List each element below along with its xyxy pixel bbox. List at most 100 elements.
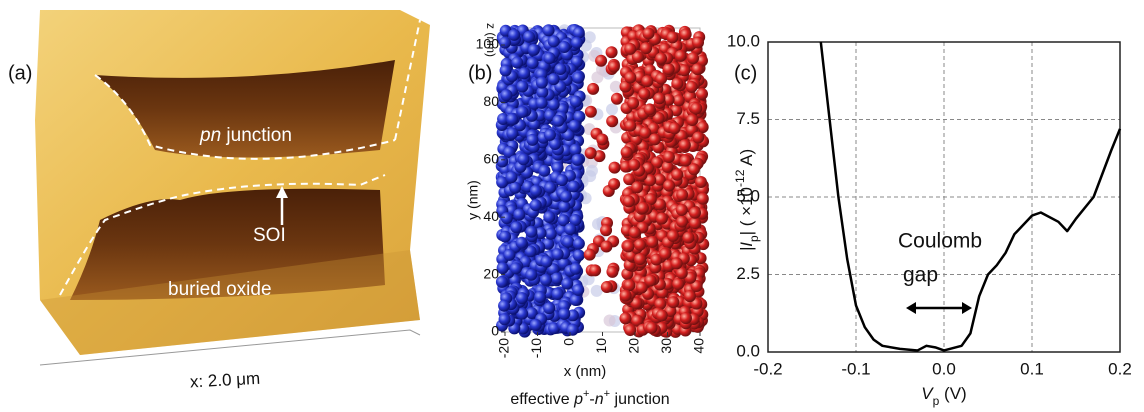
- caption-part: junction: [610, 391, 670, 408]
- atom: [595, 55, 607, 67]
- atom: [695, 176, 707, 188]
- atom: [523, 31, 535, 43]
- atom: [671, 257, 683, 269]
- atom: [680, 28, 692, 40]
- annotation: junction: [225, 125, 292, 146]
- y-tick-label: 20: [483, 265, 499, 281]
- atom: [624, 324, 636, 336]
- atom: [500, 89, 512, 101]
- atom: [545, 228, 557, 240]
- atom: [569, 120, 581, 132]
- atom: [671, 78, 683, 90]
- atom: [600, 240, 612, 252]
- atom: [669, 122, 681, 134]
- atom: [585, 147, 597, 159]
- atom: [663, 180, 675, 192]
- annotation: pn: [199, 125, 221, 146]
- atom: [510, 262, 522, 274]
- x-tick-label: 20: [626, 338, 642, 354]
- arrow-head: [962, 302, 972, 314]
- atom: [573, 27, 585, 39]
- atom: [530, 199, 542, 211]
- y-tick-label: 60: [483, 151, 499, 167]
- atom: [675, 50, 687, 62]
- atom: [508, 29, 520, 41]
- atom: [569, 144, 581, 156]
- x-axis-title: x (nm): [564, 363, 607, 380]
- atom: [548, 73, 560, 85]
- atom: [543, 52, 555, 64]
- atom: [505, 171, 517, 183]
- panel-c: 0.02.55.07.510.0-0.2-0.10.00.10.2(c)|Ip|…: [727, 31, 1132, 408]
- atom: [692, 131, 704, 143]
- atom: [509, 182, 521, 194]
- atom: [540, 274, 552, 286]
- atom: [503, 249, 515, 261]
- atom: [606, 46, 618, 58]
- atom: [525, 226, 537, 238]
- atom: [570, 294, 582, 306]
- atom: [499, 231, 511, 243]
- atom: [601, 281, 613, 293]
- caption: effective p+-n+ junction: [510, 388, 669, 408]
- x-tick-label: 0.2: [1108, 359, 1132, 378]
- atom: [684, 290, 696, 302]
- y-axis-title: y (nm): [465, 180, 481, 220]
- atom: [516, 81, 528, 93]
- y-tick-label: 2.5: [736, 264, 760, 283]
- atom: [611, 93, 623, 105]
- atom: [655, 73, 667, 85]
- atom: [606, 266, 618, 278]
- x-tick-label: 0: [561, 338, 577, 346]
- atom: [696, 88, 708, 100]
- atom: [585, 106, 597, 118]
- atom: [631, 181, 643, 193]
- atom: [536, 97, 548, 109]
- atom: [596, 134, 608, 146]
- y-tick-label: 40: [483, 208, 499, 224]
- atom: [572, 284, 584, 296]
- atom: [663, 63, 675, 75]
- atom: [538, 165, 550, 177]
- atom: [692, 63, 704, 75]
- y-axis-title-part: |I: [737, 242, 756, 251]
- atom: [560, 191, 572, 203]
- caption-part: effective: [510, 391, 574, 408]
- atom: [641, 75, 653, 87]
- y-axis-title-part: -12: [733, 169, 747, 187]
- atom: [663, 151, 675, 163]
- atom: [646, 322, 658, 334]
- atom: [552, 115, 564, 127]
- atom: [690, 102, 702, 114]
- atom: [653, 92, 665, 104]
- atom: [649, 133, 661, 145]
- atom: [667, 296, 679, 308]
- atom: [558, 201, 570, 213]
- atom: [530, 185, 542, 197]
- atom: [676, 189, 688, 201]
- atom: [692, 36, 704, 48]
- atom: [671, 169, 683, 181]
- atom: [634, 253, 646, 265]
- page: {"panel_a": {"label": "(a)", "junction_i…: [0, 0, 1144, 412]
- atom: [666, 31, 678, 43]
- atom: [686, 81, 698, 93]
- atom: [558, 308, 570, 320]
- y-tick-label: 10.0: [727, 31, 760, 50]
- x-tick-label: -10: [528, 338, 544, 358]
- atom: [530, 319, 542, 331]
- atom: [646, 236, 658, 248]
- caption-part: p: [573, 391, 583, 408]
- atom: [676, 204, 688, 216]
- atom: [638, 88, 650, 100]
- atom: [619, 312, 631, 324]
- atom: [667, 230, 679, 242]
- atom: [676, 216, 688, 228]
- atom: [556, 174, 568, 186]
- x-tick-label: 0.0: [932, 359, 956, 378]
- atom: [543, 24, 555, 36]
- atom: [689, 207, 701, 219]
- atom: [640, 42, 652, 54]
- atom: [536, 77, 548, 89]
